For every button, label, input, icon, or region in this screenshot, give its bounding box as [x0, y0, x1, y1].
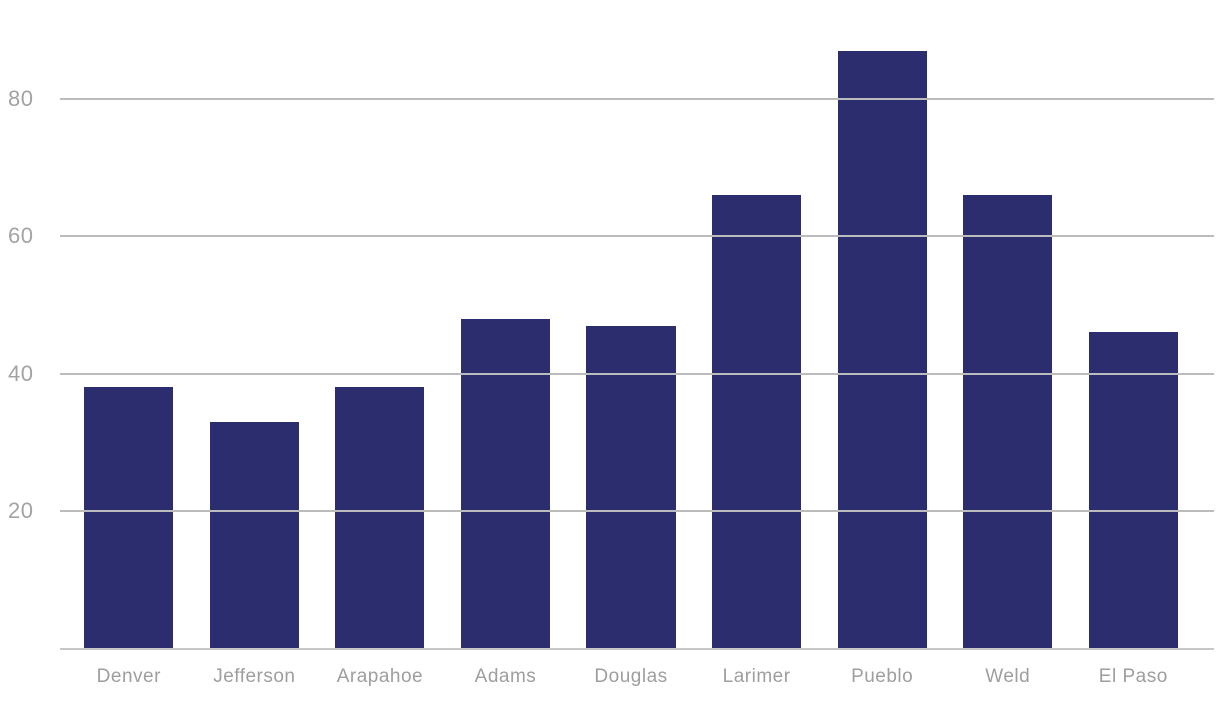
bar-douglas [586, 325, 676, 648]
bar-adams [460, 318, 551, 648]
x-tick-label: Jefferson [213, 666, 296, 687]
gridline [60, 98, 1214, 101]
bar-slot [945, 10, 1071, 648]
y-tick-label: 40 [8, 360, 34, 386]
bar-arapahoe [335, 387, 425, 648]
x-tick-label: Larimer [722, 666, 791, 687]
x-tick-label: Weld [985, 666, 1031, 687]
bars-container [66, 10, 1196, 648]
bar-slot [66, 10, 192, 648]
bar-slot [443, 10, 569, 648]
y-tick-label: 80 [8, 86, 34, 112]
bar-slot [819, 10, 945, 648]
x-tick-label: El Paso [1098, 666, 1168, 687]
bar-slot [317, 10, 443, 648]
x-tick-label: Pueblo [851, 666, 914, 687]
y-tick-label: 60 [8, 223, 34, 249]
x-axis: Denver Jefferson Arapahoe Adams Douglas Larim… [66, 666, 1196, 696]
x-tick-label: Arapahoe [336, 666, 424, 687]
bar-jefferson [209, 421, 299, 648]
gridline [60, 235, 1214, 238]
bar-el-paso [1088, 332, 1178, 648]
x-tick-label: Douglas [594, 666, 668, 687]
gridline [60, 372, 1214, 375]
gridline [60, 509, 1214, 512]
bar-slot [192, 10, 318, 648]
bar-larimer [712, 195, 802, 648]
bar-slot [694, 10, 820, 648]
x-tick-label: Adams [474, 666, 537, 687]
bar-slot [568, 10, 694, 648]
bar-denver [84, 387, 174, 648]
bar-weld [963, 195, 1053, 648]
y-tick-label: 20 [8, 497, 34, 523]
x-tick-label: Denver [96, 666, 161, 687]
plot-area: 20 40 60 80 [8, 10, 1214, 650]
bar-pueblo [837, 51, 927, 648]
bar-slot [1071, 10, 1197, 648]
